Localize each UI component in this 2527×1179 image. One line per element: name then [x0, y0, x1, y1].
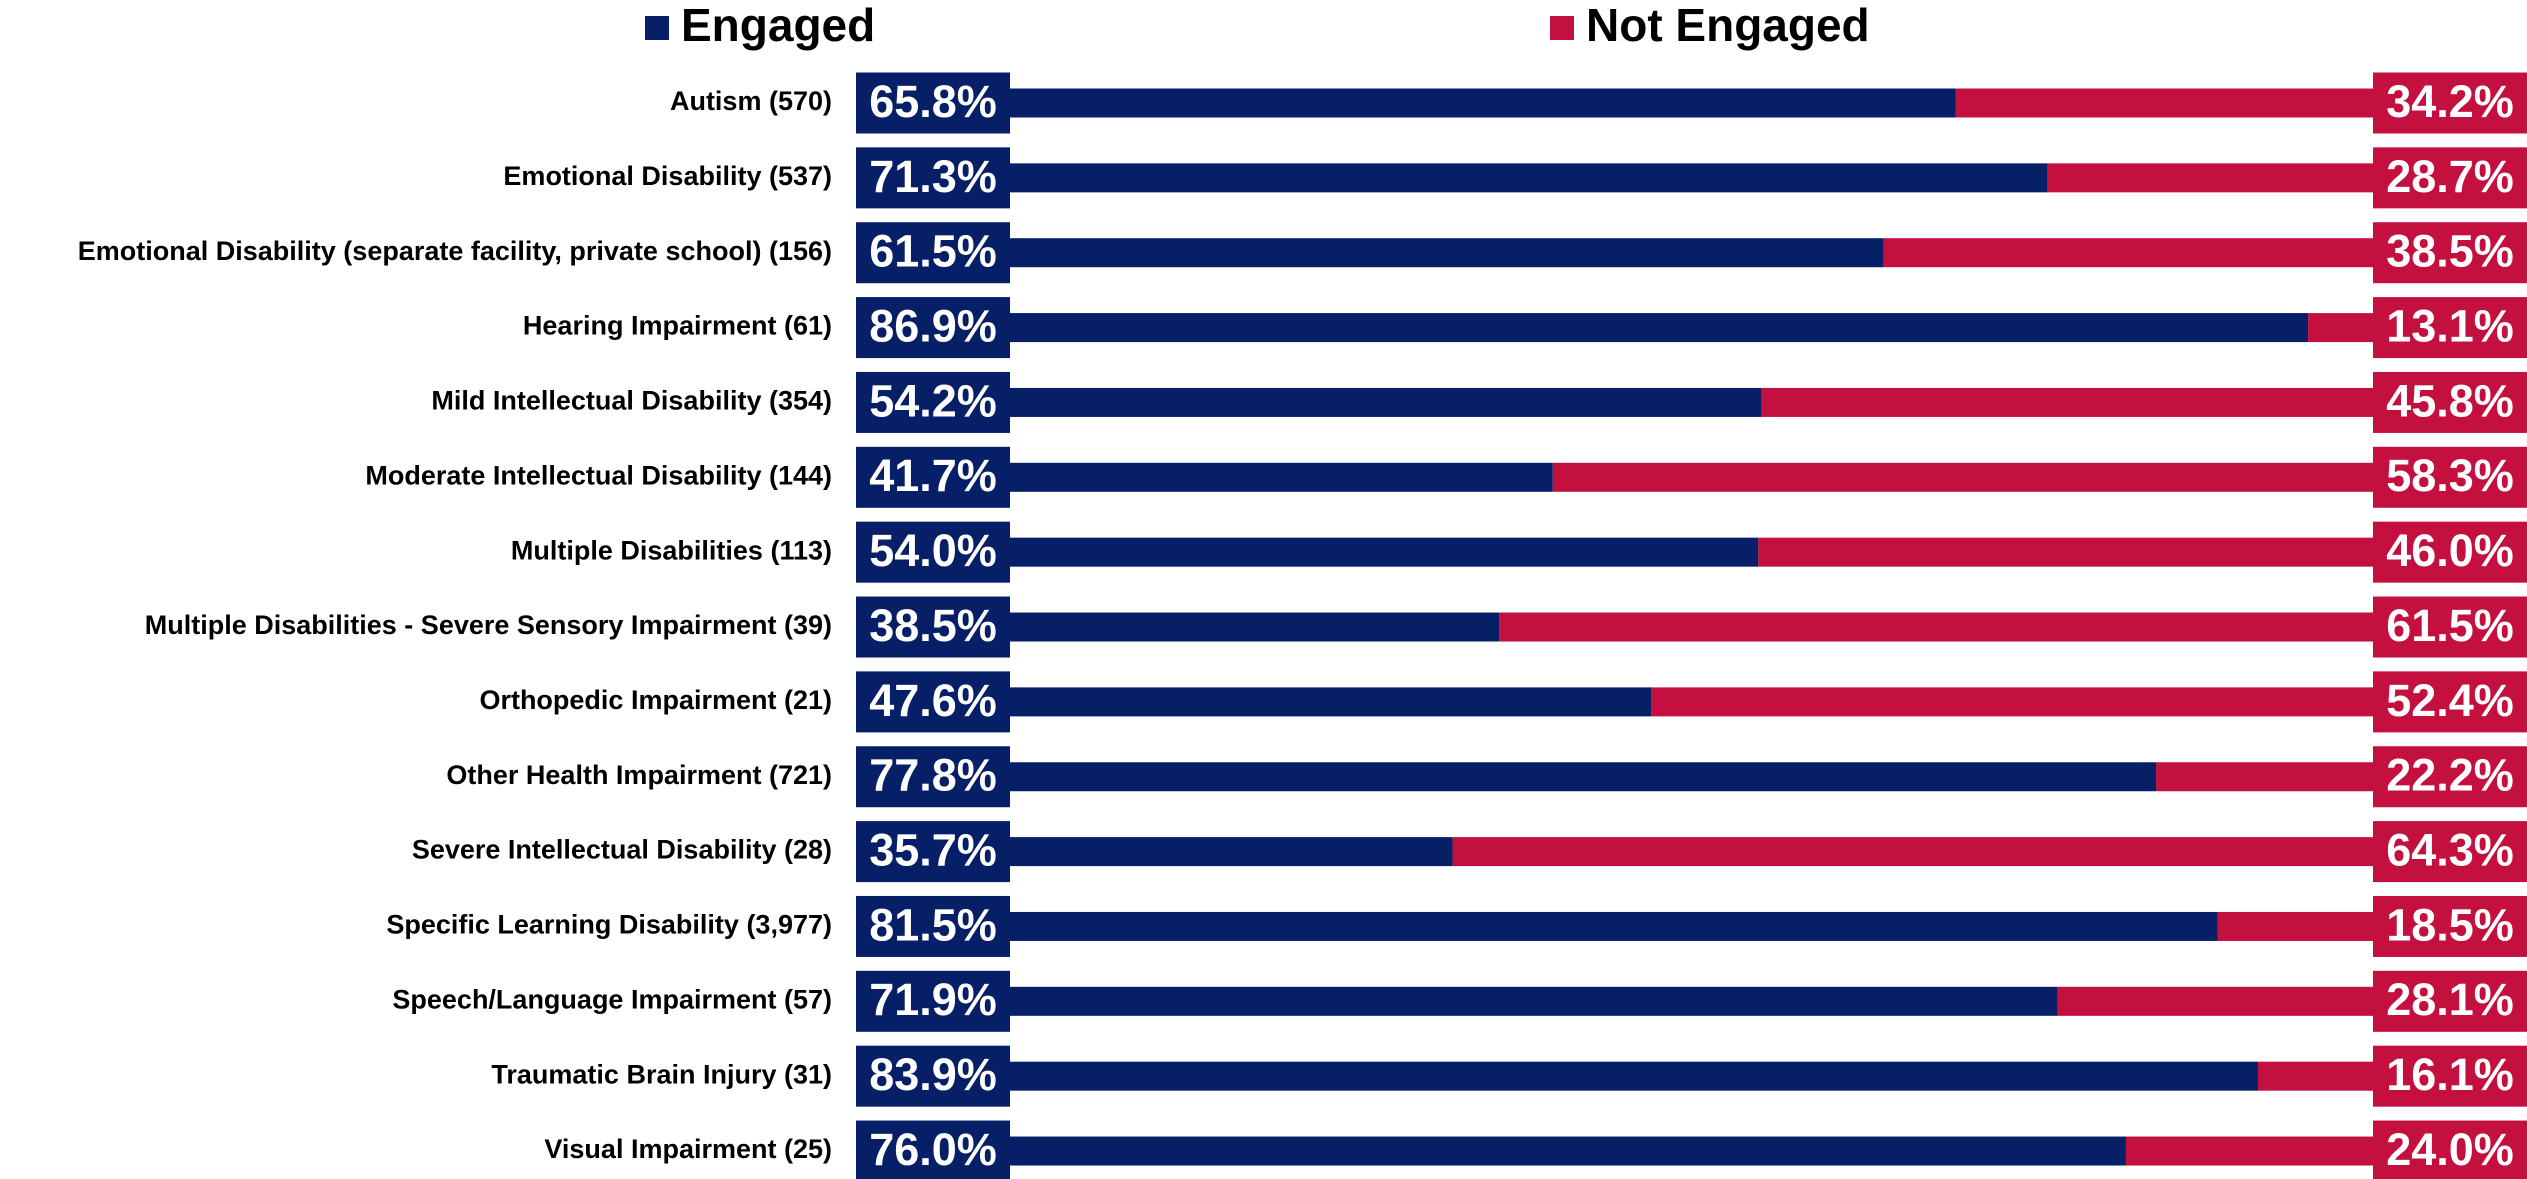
bar-segment	[856, 313, 2309, 343]
bar-segment	[856, 762, 2157, 792]
value-label: 71.3%	[869, 151, 997, 202]
legend-swatch	[645, 16, 669, 40]
value-label-box	[856, 671, 1010, 733]
bar-segment	[1552, 462, 2527, 492]
value-label: 52.4%	[2386, 675, 2514, 726]
value-label: 76.0%	[869, 1124, 997, 1175]
category-label: Specific Learning Disability (3,977)	[386, 910, 832, 940]
bar-segment	[1452, 837, 2527, 867]
value-label: 81.5%	[869, 899, 997, 950]
category-label: Emotional Disability (separate facility,…	[78, 236, 832, 266]
value-label: 22.2%	[2386, 750, 2514, 801]
value-label: 28.7%	[2386, 151, 2514, 202]
value-label-box	[856, 821, 1010, 883]
value-label: 47.6%	[869, 675, 997, 726]
bar-segment	[856, 1061, 2258, 1091]
legend-label: Not Engaged	[1586, 0, 1870, 51]
bar-segment	[856, 911, 2218, 941]
value-label-box	[856, 970, 1010, 1032]
value-label-box	[856, 895, 1010, 957]
value-label-box	[2373, 297, 2527, 359]
value-label: 54.2%	[869, 375, 997, 426]
value-label-box	[856, 1120, 1010, 1179]
bar-segment	[856, 88, 1956, 118]
bar-segment	[856, 238, 1884, 268]
value-label-box	[2373, 371, 2527, 433]
category-label: Autism (570)	[670, 86, 832, 116]
value-label-box	[2373, 1120, 2527, 1179]
bar-segment	[1499, 612, 2527, 642]
value-label-box	[2373, 1045, 2527, 1107]
value-label: 24.0%	[2386, 1124, 2514, 1175]
category-label: Orthopedic Impairment (21)	[479, 685, 832, 715]
category-label: Other Health Impairment (721)	[446, 760, 832, 790]
value-label: 61.5%	[2386, 600, 2514, 651]
value-label-box	[2373, 671, 2527, 733]
value-label-box	[2373, 746, 2527, 808]
category-label: Moderate Intellectual Disability (144)	[365, 460, 832, 490]
category-label: Mild Intellectual Disability (354)	[431, 386, 832, 416]
value-label: 16.1%	[2386, 1049, 2514, 1100]
value-label-box	[856, 446, 1010, 508]
category-label: Multiple Disabilities (113)	[511, 535, 832, 565]
value-label-box	[2373, 222, 2527, 284]
value-label-box	[2373, 596, 2527, 658]
value-label-box	[856, 72, 1010, 134]
value-label: 54.0%	[869, 525, 997, 576]
value-label: 13.1%	[2386, 300, 2514, 351]
category-label: Speech/Language Impairment (57)	[392, 984, 832, 1014]
value-label: 38.5%	[2386, 226, 2514, 277]
value-label-box	[856, 297, 1010, 359]
value-label-box	[2373, 521, 2527, 583]
value-label-box	[856, 147, 1010, 209]
value-label-box	[856, 222, 1010, 284]
value-label: 77.8%	[869, 750, 997, 801]
legend-label: Engaged	[681, 0, 875, 51]
value-label-box	[856, 596, 1010, 658]
legend-swatch	[1550, 16, 1574, 40]
value-label: 64.3%	[2386, 824, 2514, 875]
value-label-box	[2373, 147, 2527, 209]
value-label: 28.1%	[2386, 974, 2514, 1025]
category-label: Visual Impairment (25)	[544, 1134, 832, 1164]
value-label-box	[856, 521, 1010, 583]
category-label: Multiple Disabilities - Severe Sensory I…	[145, 610, 832, 640]
category-label: Hearing Impairment (61)	[523, 311, 832, 341]
value-label-box	[856, 1045, 1010, 1107]
value-label-box	[2373, 970, 2527, 1032]
category-label: Traumatic Brain Injury (31)	[491, 1059, 832, 1089]
value-label: 45.8%	[2386, 375, 2514, 426]
value-label-box	[2373, 446, 2527, 508]
value-label-box	[2373, 895, 2527, 957]
value-label-box	[2373, 821, 2527, 883]
value-label: 65.8%	[869, 76, 997, 127]
value-label: 18.5%	[2386, 899, 2514, 950]
value-label: 35.7%	[869, 824, 997, 875]
value-label-box	[2373, 72, 2527, 134]
value-label: 46.0%	[2386, 525, 2514, 576]
category-label: Emotional Disability (537)	[503, 161, 832, 191]
bar-segment	[856, 986, 2058, 1016]
bar-segment	[856, 163, 2048, 193]
value-label: 41.7%	[869, 450, 997, 501]
bar-segment	[856, 1136, 2126, 1166]
category-label: Severe Intellectual Disability (28)	[412, 835, 832, 865]
value-label: 58.3%	[2386, 450, 2514, 501]
value-label: 61.5%	[869, 226, 997, 277]
value-label: 71.9%	[869, 974, 997, 1025]
value-label: 38.5%	[869, 600, 997, 651]
value-label: 83.9%	[869, 1049, 997, 1100]
value-label: 86.9%	[869, 300, 997, 351]
value-label-box	[856, 746, 1010, 808]
value-label-box	[856, 371, 1010, 433]
value-label: 34.2%	[2386, 76, 2514, 127]
